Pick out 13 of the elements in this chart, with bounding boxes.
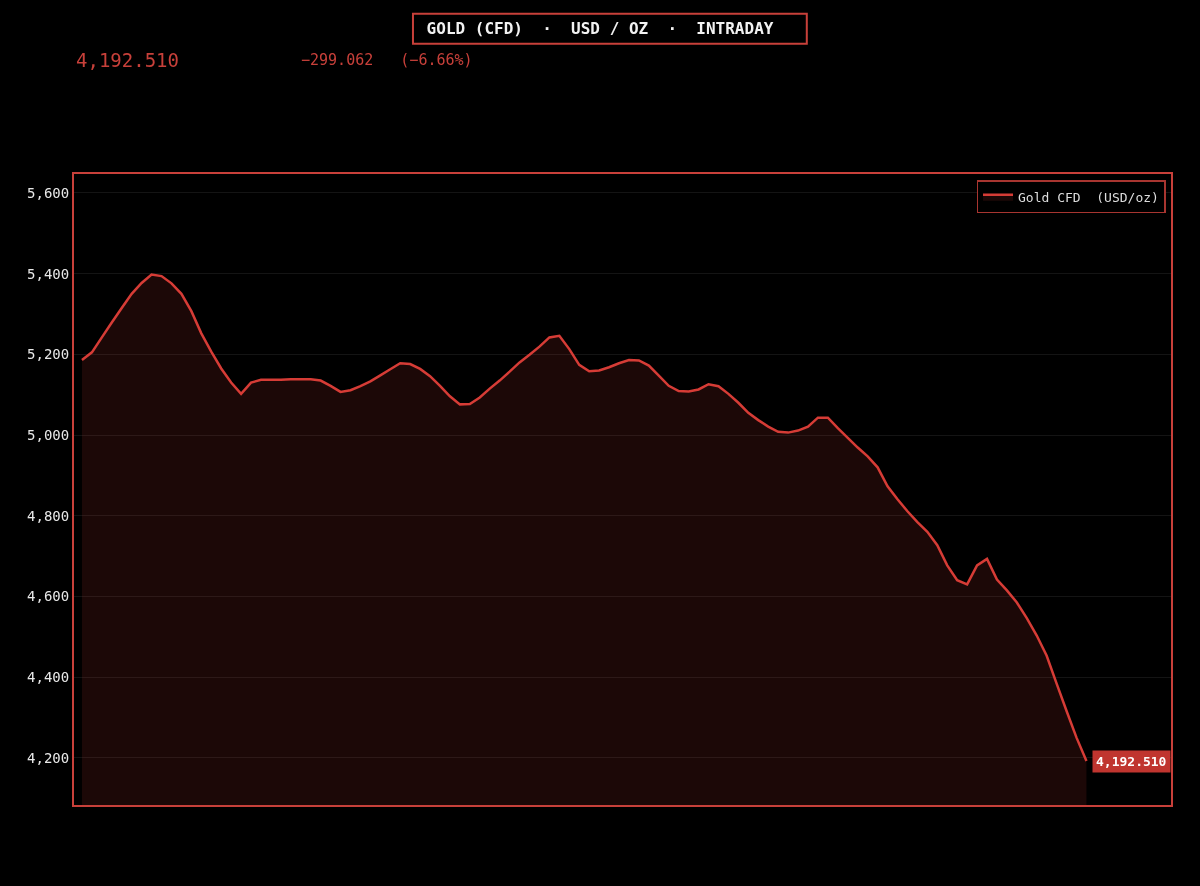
text: 4,192.510 — [76, 49, 179, 71]
y-tick-label: 5,400 — [27, 265, 70, 282]
y-tick-label: 4,200 — [27, 749, 70, 766]
y-tick-label: 5,000 — [27, 426, 70, 443]
chart-title: GOLD (CFD) · USD / OZ · INTRADAY — [426, 18, 774, 38]
text: −299.062 (−6.66%) — [301, 51, 473, 69]
y-tick-label: 4,400 — [27, 669, 70, 686]
y-tick-label: 4,600 — [27, 588, 70, 605]
annotation: 4,192.510 — [1096, 754, 1167, 769]
y-tick-label: 4,800 — [27, 507, 70, 524]
y-tick-label: 5,600 — [27, 184, 70, 201]
legend-label: Gold CFD (USD/oz) — [1018, 189, 1159, 205]
y-tick-label: 5,200 — [27, 346, 70, 363]
